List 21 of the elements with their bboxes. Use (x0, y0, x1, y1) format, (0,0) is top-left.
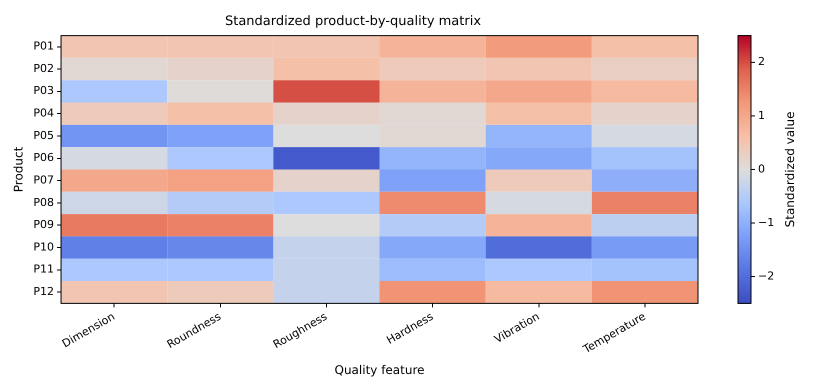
color-bar-label: −2 (758, 269, 774, 282)
y-tick-label: P12 (33, 285, 54, 298)
x-axis-title: Quality feature (334, 362, 425, 377)
y-tick-label: P10 (33, 240, 54, 254)
y-tick-label: P04 (33, 106, 54, 120)
color-bar-label: 1 (758, 108, 765, 122)
y-tick-label: P05 (33, 128, 54, 142)
color-bar-label: 2 (758, 55, 765, 68)
y-tick-label: P11 (33, 262, 54, 276)
y-tick-label: P06 (33, 151, 54, 164)
color-bar-label: −1 (758, 216, 774, 229)
color-bar-title: Standardized value (783, 112, 798, 228)
y-tick-label: P07 (33, 173, 54, 186)
y-axis-title: Product (11, 146, 26, 192)
y-tick-label: P01 (33, 40, 54, 53)
color-bar-label: 0 (758, 162, 765, 176)
y-tick-label: P09 (33, 218, 54, 232)
y-tick-label: P03 (33, 84, 54, 98)
y-tick-label: P02 (33, 62, 54, 75)
chart-title: Standardized product-by-quality matrix (224, 14, 482, 30)
y-tick-label: P08 (33, 196, 54, 209)
